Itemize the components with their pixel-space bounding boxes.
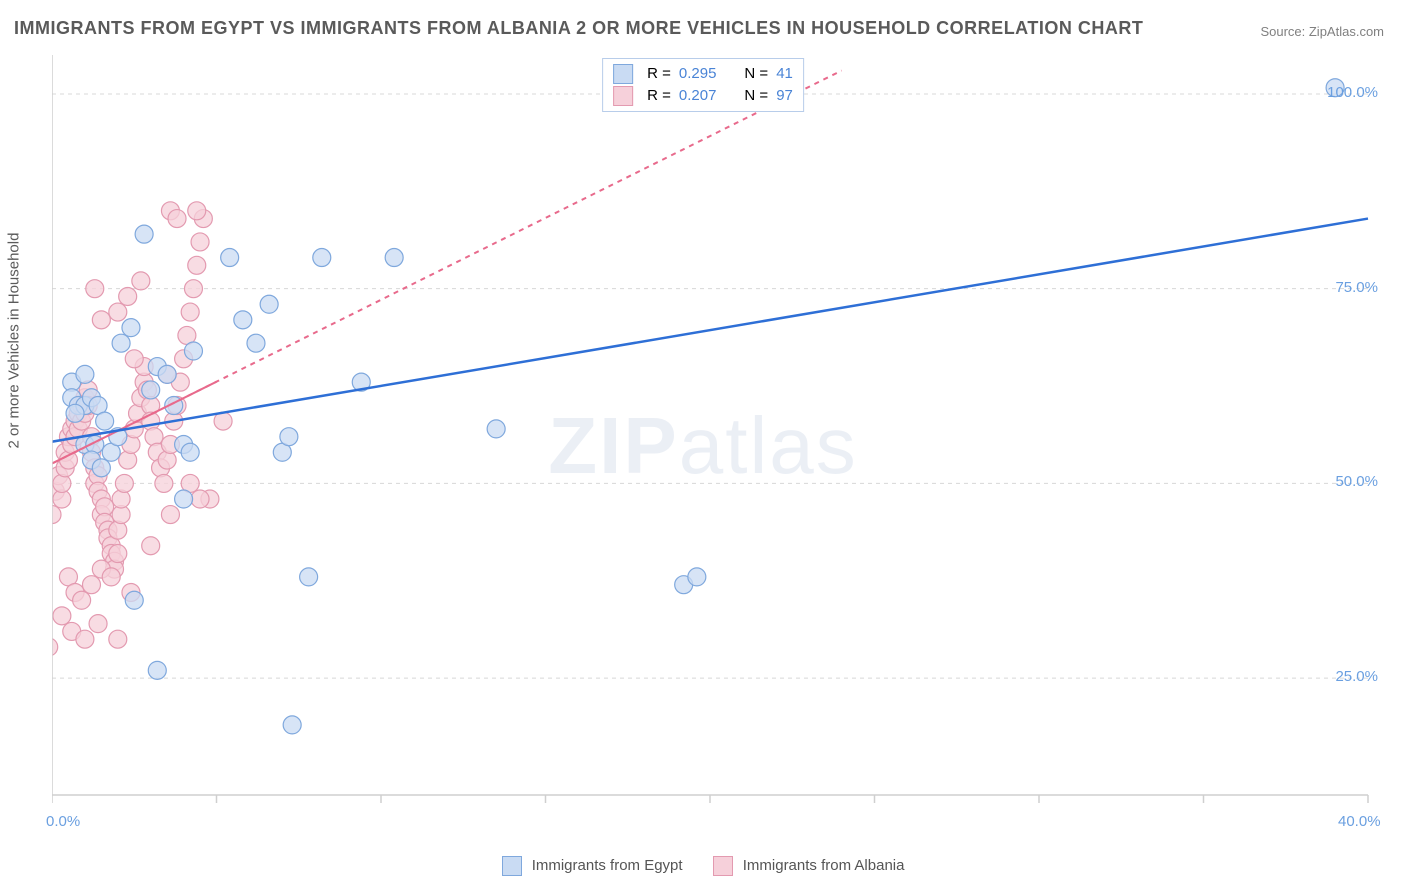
legend-label-albania: Immigrants from Albania <box>743 857 905 874</box>
y-tick-label: 75.0% <box>1335 279 1378 296</box>
chart-title: IMMIGRANTS FROM EGYPT VS IMMIGRANTS FROM… <box>14 18 1143 39</box>
stats-row-egypt: R = 0.295 N = 41 <box>613 63 793 85</box>
n-label: N = <box>744 63 768 85</box>
r-value-egypt: 0.295 <box>679 63 717 85</box>
scatter-plot <box>52 55 1378 815</box>
legend-item-albania: Immigrants from Albania <box>713 856 905 876</box>
r-value-albania: 0.207 <box>679 85 717 107</box>
n-label: N = <box>744 85 768 107</box>
stats-legend: R = 0.295 N = 41 R = 0.207 N = 97 <box>602 58 804 112</box>
swatch-albania-bottom <box>713 856 733 876</box>
y-tick-label: 100.0% <box>1327 84 1378 101</box>
swatch-albania <box>613 86 633 106</box>
y-axis-label: 2 or more Vehicles in Household <box>6 233 23 449</box>
r-label: R = <box>647 85 671 107</box>
n-value-albania: 97 <box>776 85 793 107</box>
bottom-legend: Immigrants from Egypt Immigrants from Al… <box>0 856 1406 876</box>
legend-label-egypt: Immigrants from Egypt <box>532 857 683 874</box>
y-tick-label: 25.0% <box>1335 668 1378 685</box>
x-tick-label: 40.0% <box>1338 813 1381 830</box>
source-label: Source: ZipAtlas.com <box>1260 24 1384 39</box>
swatch-egypt <box>613 64 633 84</box>
stats-row-albania: R = 0.207 N = 97 <box>613 85 793 107</box>
y-tick-label: 50.0% <box>1335 473 1378 490</box>
n-value-egypt: 41 <box>776 63 793 85</box>
swatch-egypt-bottom <box>502 856 522 876</box>
x-tick-label: 0.0% <box>46 813 80 830</box>
legend-item-egypt: Immigrants from Egypt <box>502 856 683 876</box>
r-label: R = <box>647 63 671 85</box>
